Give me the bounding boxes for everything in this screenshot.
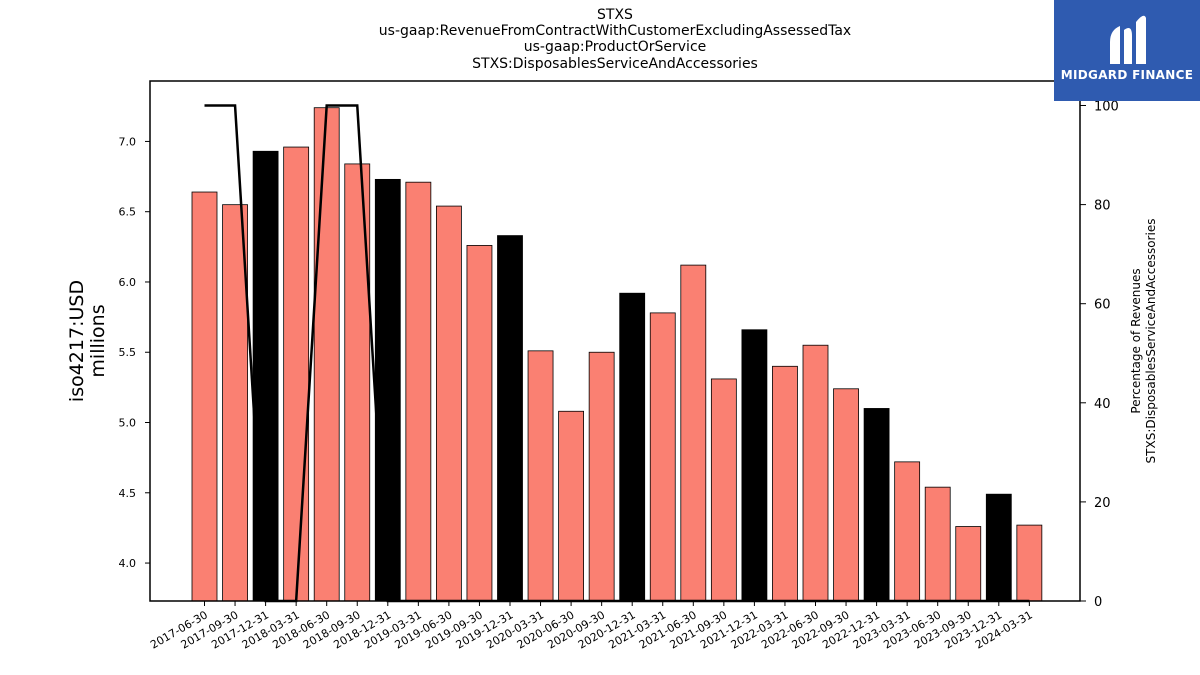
bar-2019-12-31 bbox=[497, 235, 523, 602]
bar-2020-03-31 bbox=[527, 350, 554, 602]
y-tick-label: 4.5 bbox=[119, 487, 137, 500]
y2-tick-label: 20 bbox=[1094, 496, 1111, 511]
title-line-1: STXS bbox=[597, 7, 633, 23]
y-tick-label: 7.0 bbox=[119, 135, 137, 148]
midgard-finance-logo: MIDGARD FINANCE bbox=[1054, 0, 1200, 101]
bar-2020-12-31 bbox=[619, 292, 646, 602]
bar-2021-06-30 bbox=[680, 264, 707, 602]
y-axis-label-line-2: millions bbox=[87, 304, 109, 377]
y2-axis-label-line-2: STXS:DisposablesServiceAndAccessories bbox=[1144, 219, 1158, 464]
y2-tick-label: 40 bbox=[1094, 397, 1111, 412]
bar-2024-03-31 bbox=[1016, 524, 1043, 602]
bar-2020-06-30 bbox=[558, 410, 584, 602]
y2-tick-label: 60 bbox=[1094, 298, 1111, 313]
y-axis-label-line-1: iso4217:USD bbox=[66, 280, 88, 402]
bar-2021-12-31 bbox=[741, 329, 768, 602]
y-tick-label: 4.0 bbox=[119, 557, 137, 570]
right-y-axis: 0 20 40 60 80 100 bbox=[1080, 100, 1119, 610]
bar-2022-06-30 bbox=[802, 344, 829, 602]
y2-tick-label: 0 bbox=[1094, 595, 1102, 610]
bar-2018-06-30 bbox=[313, 107, 340, 602]
bar-2023-09-30 bbox=[955, 526, 982, 602]
bar-2023-12-31 bbox=[985, 493, 1012, 602]
bar-2017-12-31 bbox=[252, 150, 279, 602]
bar-2020-09-30 bbox=[588, 351, 615, 602]
title-line-4: STXS:DisposablesServiceAndAccessories bbox=[472, 56, 758, 72]
bar-2018-03-31 bbox=[283, 146, 310, 602]
logo-mark-icon bbox=[1110, 15, 1146, 64]
y-tick-label: 6.0 bbox=[119, 276, 137, 289]
bar-2022-12-31 bbox=[863, 408, 890, 602]
x-axis: 2017-06-302017-09-302017-12-312018-03-31… bbox=[148, 601, 1035, 652]
left-y-axis: 4.0 4.5 5.0 5.5 6.0 6.5 7.0 bbox=[119, 135, 150, 570]
bar-2019-06-30 bbox=[435, 205, 462, 602]
y-tick-label: 6.5 bbox=[119, 206, 137, 219]
y-tick-label: 5.5 bbox=[119, 346, 137, 359]
bar-2018-12-31 bbox=[374, 178, 401, 602]
bar-2017-06-30 bbox=[191, 191, 218, 602]
bars-group bbox=[191, 107, 1043, 602]
y2-tick-label: 80 bbox=[1094, 199, 1111, 214]
logo-text: MIDGARD FINANCE bbox=[1060, 68, 1194, 82]
bar-2021-03-31 bbox=[649, 312, 676, 602]
bar-2019-03-31 bbox=[405, 181, 432, 602]
title-line-3: us-gaap:ProductOrService bbox=[523, 39, 707, 55]
bar-2023-03-31 bbox=[894, 461, 921, 602]
plot-frame bbox=[149, 80, 1081, 602]
title-line-2: us-gaap:RevenueFromContractWithCustomerE… bbox=[378, 23, 852, 39]
bar-2022-09-30 bbox=[833, 388, 859, 602]
bar-2021-09-30 bbox=[710, 378, 737, 602]
bar-2019-09-30 bbox=[466, 245, 493, 602]
y-tick-label: 5.0 bbox=[119, 417, 137, 430]
bar-2022-03-31 bbox=[772, 365, 798, 602]
y2-tick-label: 100 bbox=[1094, 100, 1119, 115]
bar-2023-06-30 bbox=[924, 486, 951, 602]
y2-axis-label-line-1: Percentage of Revenues bbox=[1129, 268, 1143, 413]
bar-2017-09-30 bbox=[222, 204, 248, 602]
